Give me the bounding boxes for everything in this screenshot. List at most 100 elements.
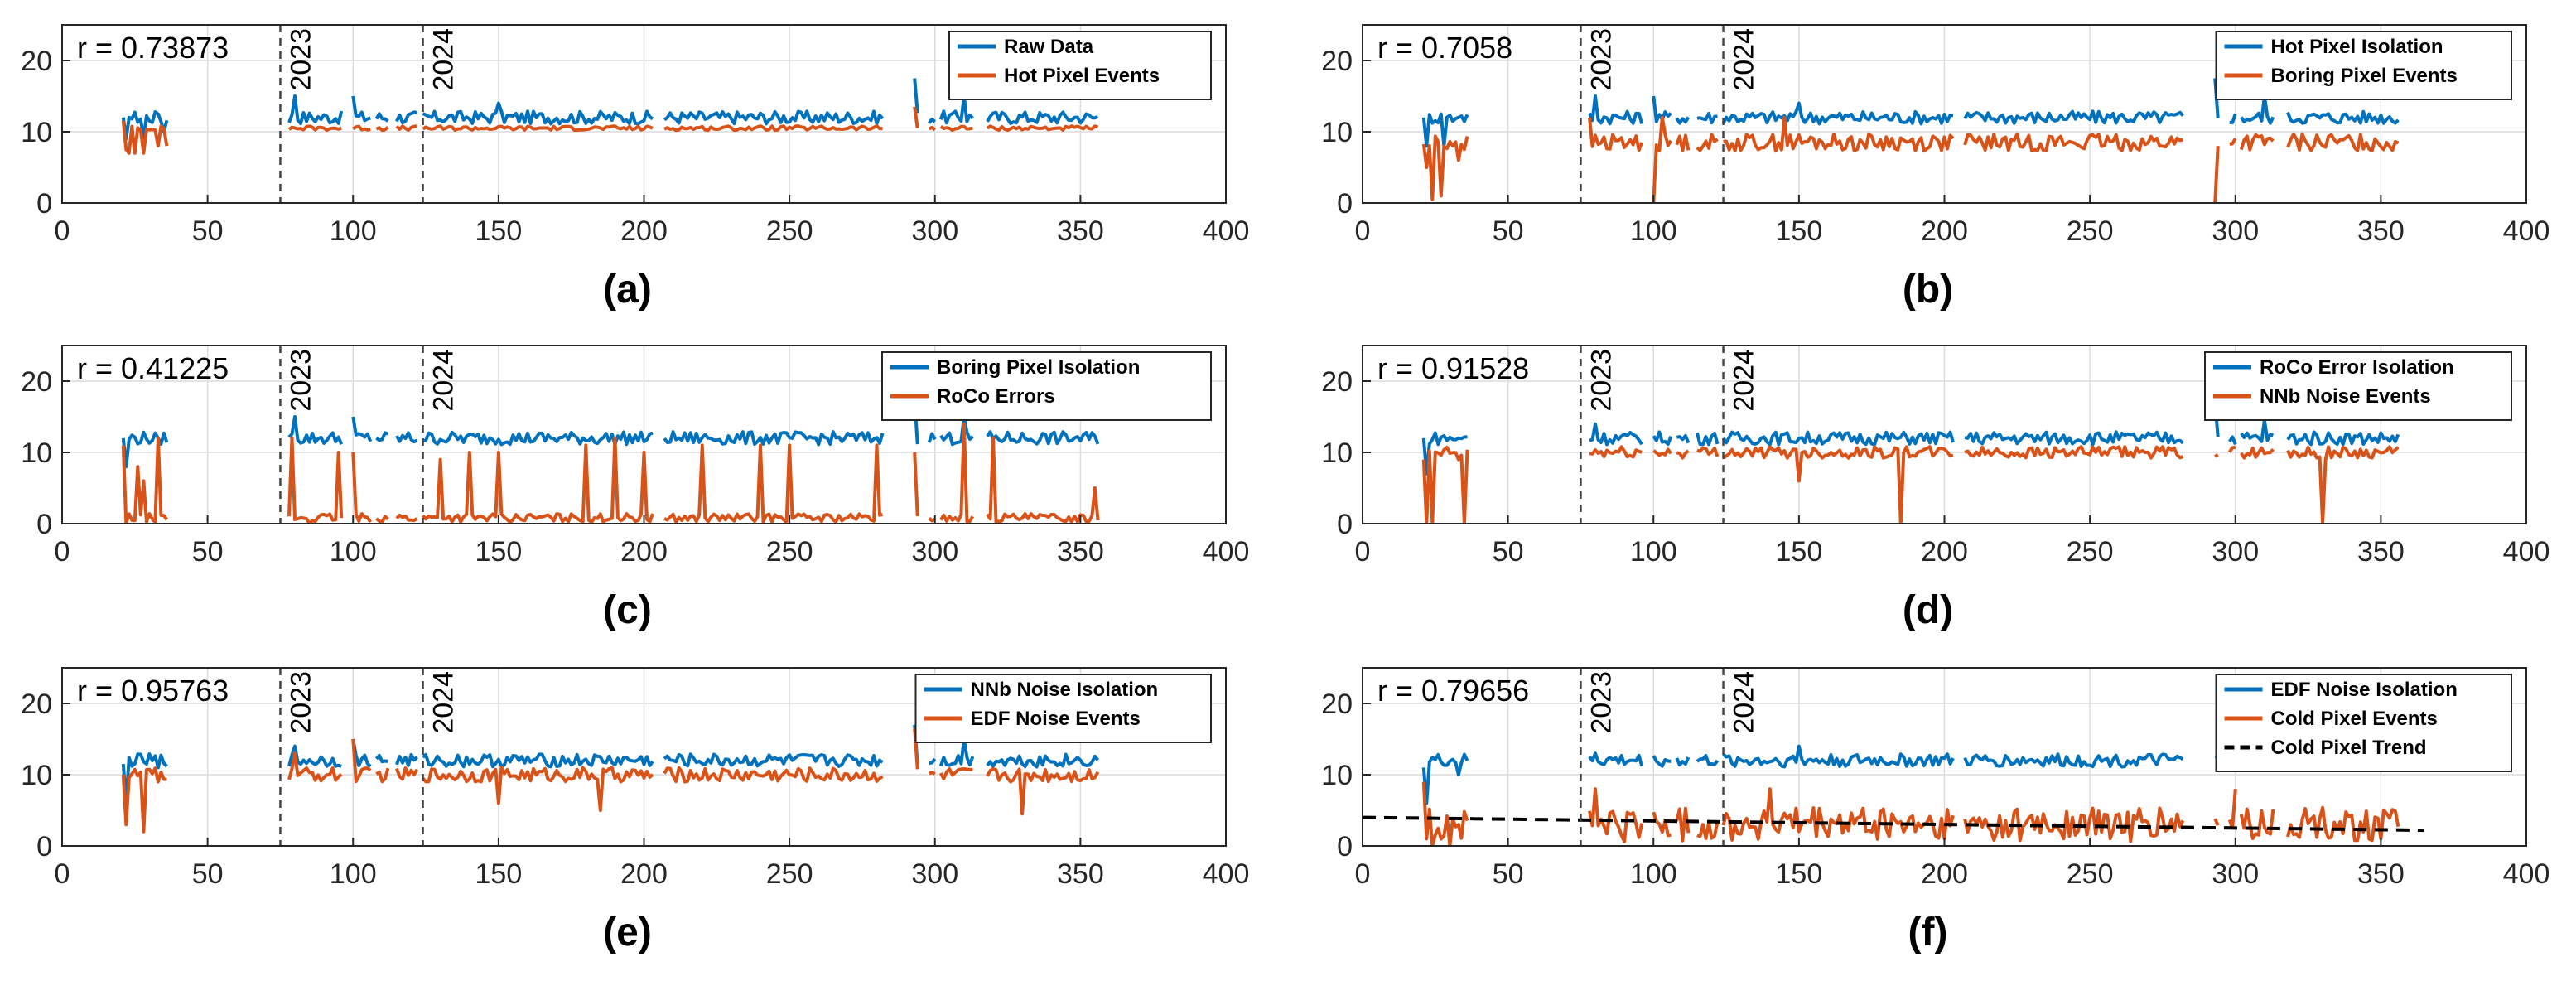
correlation-label: r = 0.73873 [77, 31, 229, 65]
series-line-raw-data [395, 110, 417, 125]
year-label-2023: 2023 [1585, 349, 1617, 412]
series-line-boring-pixel-events [1696, 133, 1719, 152]
y-tick-label: 10 [21, 437, 52, 469]
series-line-cold-pixel-events [1696, 821, 1720, 840]
x-tick-label: 200 [1921, 858, 1968, 890]
series-line-edf-noise-events [121, 766, 167, 834]
series-line-edf-noise-events [422, 766, 654, 812]
series-line-roco-errors [422, 436, 654, 524]
series-line-cold-pixel-events [2213, 818, 2220, 827]
series-line-raw-data [663, 109, 885, 126]
y-tick-label: 20 [1321, 689, 1353, 720]
x-tick-label: 400 [2503, 858, 2550, 890]
series-line-boring-pixel-isolation [939, 415, 974, 447]
legend-box [2204, 351, 2512, 421]
series-line-nnb-noise-events [1722, 445, 1954, 524]
year-label-2023: 2023 [1585, 671, 1617, 734]
series-line-roco-error-isolation [1964, 430, 2184, 447]
series-line-hot-pixel-events [395, 124, 417, 132]
year-label-2024: 2024 [1729, 28, 1760, 91]
x-tick-label: 50 [1493, 536, 1524, 568]
legend-entry: EDF Noise Isolation [2271, 679, 2458, 701]
x-tick-label: 300 [911, 858, 958, 890]
series-line-nnb-noise-isolation [374, 753, 388, 764]
series-line-hot-pixel-events [287, 124, 342, 133]
series-line-boring-pixel-events [2286, 132, 2400, 153]
x-tick-label: 400 [1203, 858, 1250, 890]
series-line-edf-noise-isolation [1588, 751, 1644, 767]
x-tick-label: 250 [2067, 215, 2114, 247]
legend-entry: NNb Noise Events [2260, 385, 2431, 408]
series-line-cold-pixel-events [1421, 781, 1469, 846]
x-tick-label: 100 [1630, 215, 1677, 247]
x-tick-label: 0 [1355, 215, 1371, 247]
series-line-hot-pixel-isolation [1721, 101, 1954, 126]
series-line-roco-error-isolation [1721, 430, 1955, 447]
x-tick-label: 350 [1057, 536, 1104, 568]
legend-entry: Raw Data [1004, 36, 1094, 58]
x-tick-label: 250 [766, 536, 813, 568]
legend-entry: RoCo Error Isolation [2260, 356, 2454, 379]
x-tick-label: 200 [620, 215, 668, 247]
series-line-boring-pixel-isolation [927, 432, 937, 443]
x-tick-label: 100 [1630, 536, 1677, 568]
series-line-raw-data [986, 110, 1099, 125]
series-line-edf-noise-events [929, 771, 936, 776]
x-tick-label: 200 [1921, 215, 1968, 247]
series-line-nnb-noise-events [1676, 449, 1690, 460]
series-line-boring-pixel-events [1963, 132, 2183, 152]
series-line-roco-errors [375, 515, 389, 524]
series-line-cold-pixel-events [1652, 811, 1672, 838]
series-line-nnb-noise-events [1589, 445, 1643, 459]
series-line-roco-error-isolation [1421, 431, 1468, 476]
legend: Raw Data Hot Pixel Events [948, 31, 1212, 100]
series-line-boring-pixel-events [2229, 138, 2237, 146]
panel-e: 2023 2024 0 50 100 150 200 250 300 350 400 0 10 20 r =… [21, 667, 1250, 954]
correlation-label: r = 0.91528 [1377, 351, 1529, 385]
series-line-hot-pixel-events [121, 120, 169, 155]
series-line-raw-data [351, 95, 371, 123]
x-tick-label: 50 [192, 215, 224, 247]
series-group [1363, 737, 2425, 846]
series-line-boring-pixel-events [1675, 133, 1691, 152]
x-tick-label: 250 [766, 858, 813, 890]
x-tick-label: 150 [1776, 215, 1823, 247]
x-tick-label: 150 [475, 215, 523, 247]
series-line-nnb-noise-isolation [938, 737, 975, 767]
panel-label: (c) [603, 588, 652, 632]
series-line-edf-noise-isolation [1696, 754, 1720, 766]
x-tick-label: 100 [330, 536, 377, 568]
year-label-2023: 2023 [285, 671, 316, 734]
x-tick-label: 300 [2212, 215, 2259, 247]
x-tick-label: 100 [1630, 858, 1677, 890]
series-line-nnb-noise-events [2286, 445, 2400, 524]
series-line-boring-pixel-isolation [395, 431, 418, 444]
series-line-hot-pixel-events [986, 124, 1099, 133]
series-line-raw-data [287, 94, 344, 126]
series-line-boring-pixel-events [1588, 117, 1644, 152]
x-tick-label: 50 [1493, 215, 1524, 247]
series-line-cold-pixel-trend [1363, 815, 2425, 833]
series-line-nnb-noise-events [2240, 446, 2275, 460]
series-line-boring-pixel-events [2213, 146, 2220, 203]
x-tick-label: 150 [1776, 536, 1823, 568]
series-line-raw-data [938, 94, 974, 125]
correlation-label: r = 0.7058 [1377, 31, 1512, 65]
series-line-edf-noise-events [351, 738, 372, 784]
y-tick-label: 20 [1321, 46, 1353, 77]
panel-label: (e) [603, 911, 652, 954]
legend-box [2215, 674, 2512, 772]
y-tick-label: 20 [21, 366, 52, 398]
series-line-roco-error-isolation [1695, 432, 1720, 447]
series-line-roco-errors [939, 422, 975, 524]
x-tick-label: 350 [2357, 215, 2405, 247]
panel-b: 2023 2024 0 50 100 150 200 250 300 350 400 0 10 20 r =… [1321, 24, 2550, 312]
series-group [1421, 402, 2400, 524]
x-tick-label: 400 [2503, 215, 2550, 247]
x-tick-label: 50 [192, 858, 224, 890]
series-line-edf-noise-isolation [1652, 755, 1672, 768]
x-tick-label: 150 [1776, 858, 1823, 890]
x-tick-label: 400 [2503, 536, 2550, 568]
series-line-roco-error-isolation [2240, 418, 2275, 443]
x-tick-label: 100 [330, 858, 377, 890]
